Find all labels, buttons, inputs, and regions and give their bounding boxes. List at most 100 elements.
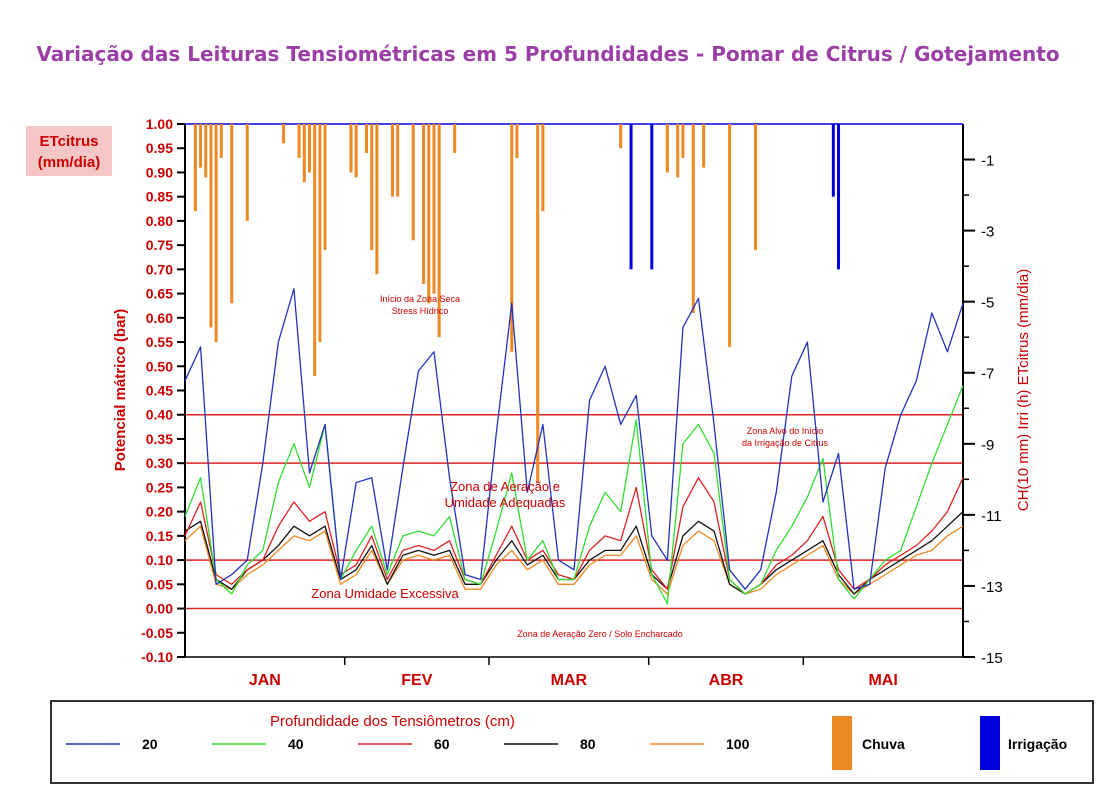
y2-tick-label: -5 bbox=[981, 295, 994, 312]
annotation-text: Zona de Aeração e bbox=[450, 479, 560, 494]
chuva-bar bbox=[318, 124, 322, 343]
chuva-bar bbox=[204, 124, 208, 178]
chuva-bar bbox=[676, 124, 680, 178]
irrigacao-bar bbox=[629, 124, 633, 270]
legend-label-60: 60 bbox=[434, 736, 450, 752]
chuva-bar bbox=[209, 124, 213, 328]
chuva-bar bbox=[510, 124, 514, 352]
annotation-text: Zona de Aeração Zero / Solo Encharcado bbox=[517, 629, 683, 639]
month-label: FEV bbox=[401, 672, 432, 689]
y-tick-label: 0.00 bbox=[146, 601, 173, 617]
chuva-bar bbox=[230, 124, 234, 304]
chuva-bar bbox=[453, 124, 457, 154]
chuva-bar bbox=[219, 124, 223, 158]
y-tick-label: 0.25 bbox=[146, 479, 173, 495]
y-tick-label: 0.30 bbox=[146, 455, 173, 471]
chuva-bar bbox=[691, 124, 695, 313]
y2-axis-label: CH(10 mm) Irri (h) ETcitrus (mm/dia) bbox=[1015, 269, 1032, 512]
irrigacao-bar bbox=[831, 124, 835, 197]
legend-irrigacao-label: Irrigação bbox=[1008, 736, 1067, 752]
y-tick-label: 0.35 bbox=[146, 431, 173, 447]
chuva-bar bbox=[375, 124, 379, 275]
etcitrus-label-box bbox=[26, 126, 112, 176]
chuva-bar bbox=[665, 124, 669, 173]
legend-chuva-swatch bbox=[832, 716, 852, 770]
y-tick-label: 0.80 bbox=[146, 213, 173, 229]
y-tick-label: -0.05 bbox=[141, 625, 173, 641]
chart-title: Variação das Leituras Tensiométricas em … bbox=[36, 42, 1060, 66]
y-tick-label: 0.45 bbox=[146, 383, 173, 399]
annotation-text: Zona Alvo do Início bbox=[747, 426, 824, 436]
series-line-100 bbox=[184, 525, 964, 595]
chuva-bar bbox=[313, 124, 317, 376]
chuva-bar bbox=[214, 124, 218, 343]
y-tick-label: 0.90 bbox=[146, 164, 173, 180]
y-axis-label: Potencial mátrico (bar) bbox=[112, 309, 129, 472]
chuva-bar bbox=[307, 124, 311, 173]
chuva-bar bbox=[702, 124, 706, 168]
y2-tick-label: -3 bbox=[981, 224, 994, 241]
chuva-bar bbox=[199, 124, 203, 168]
legend-title: Profundidade dos Tensiômetros (cm) bbox=[270, 713, 515, 730]
month-label: MAI bbox=[868, 672, 897, 689]
y-tick-label: 0.05 bbox=[146, 576, 173, 592]
y-tick-label: 0.85 bbox=[146, 189, 173, 205]
chuva-bar bbox=[437, 124, 441, 338]
series-line-40 bbox=[184, 385, 964, 605]
annotation-text: Stress Hídrico bbox=[392, 306, 449, 316]
month-label: ABR bbox=[709, 672, 744, 689]
legend-irrigacao-swatch bbox=[980, 716, 1000, 770]
annotation-text: da Irrigação de Citrus bbox=[742, 438, 829, 448]
legend-label-80: 80 bbox=[580, 736, 596, 752]
chuva-bar bbox=[427, 124, 431, 304]
chuva-bar bbox=[302, 124, 306, 183]
y-tick-label: 0.95 bbox=[146, 140, 173, 156]
y-tick-label: 1.00 bbox=[146, 116, 173, 132]
chuva-bar bbox=[365, 124, 369, 154]
y2-tick-label: -9 bbox=[981, 437, 994, 454]
chuva-bar bbox=[541, 124, 545, 212]
y-tick-label: 0.65 bbox=[146, 286, 173, 302]
y-tick-label: 0.50 bbox=[146, 358, 173, 374]
y-tick-label: 0.60 bbox=[146, 310, 173, 326]
y-tick-label: 0.10 bbox=[146, 552, 173, 568]
chuva-bar bbox=[681, 124, 685, 158]
chuva-bar bbox=[754, 124, 758, 250]
chuva-bar bbox=[390, 124, 394, 197]
chuva-bar bbox=[396, 124, 400, 197]
y2-tick-label: -15 bbox=[981, 650, 1003, 667]
y-tick-label: 0.55 bbox=[146, 334, 173, 350]
annotation-text: Zona Umidade Excessiva bbox=[311, 586, 459, 601]
chuva-bar bbox=[349, 124, 353, 173]
y-tick-label: 0.15 bbox=[146, 528, 173, 544]
legend-label-40: 40 bbox=[288, 736, 304, 752]
legend-label-20: 20 bbox=[142, 736, 158, 752]
legend-label-100: 100 bbox=[726, 736, 750, 752]
legend-chuva-label: Chuva bbox=[862, 736, 905, 752]
series-line-60 bbox=[184, 477, 964, 595]
month-label: MAR bbox=[551, 672, 588, 689]
chuva-bar bbox=[411, 124, 415, 241]
chuva-bar bbox=[297, 124, 301, 158]
chuva-bar bbox=[282, 124, 286, 144]
annotation-text: Início da Zona Seca bbox=[380, 294, 460, 304]
chuva-bar bbox=[432, 124, 436, 294]
chuva-bar bbox=[515, 124, 519, 158]
chuva-bar bbox=[193, 124, 197, 212]
y2-tick-label: -11 bbox=[981, 508, 1002, 525]
chuva-bar bbox=[422, 124, 426, 284]
chuva-bar bbox=[536, 124, 540, 483]
annotation-text: Umidade Adequadas bbox=[445, 495, 566, 510]
plot-area: 1.00 0.95 0.90 0.85 0.80 0.75 0.70 0.65 0.60 0.55… bbox=[141, 116, 1003, 689]
chuva-bar bbox=[354, 124, 358, 178]
etcitrus-label-line2: (mm/dia) bbox=[38, 154, 101, 171]
y2-tick-label: -1 bbox=[981, 153, 994, 170]
y-tick-label: -0.10 bbox=[141, 649, 173, 665]
irrigacao-bar bbox=[837, 124, 841, 270]
y-tick-label: 0.20 bbox=[146, 504, 173, 520]
legend-canvas: Profundidade dos Tensiômetros (cm) 20 40 6… bbox=[66, 713, 1067, 770]
chuva-bar bbox=[370, 124, 374, 250]
y2-tick-label: -13 bbox=[981, 579, 1003, 596]
y-tick-label: 0.75 bbox=[146, 237, 173, 253]
